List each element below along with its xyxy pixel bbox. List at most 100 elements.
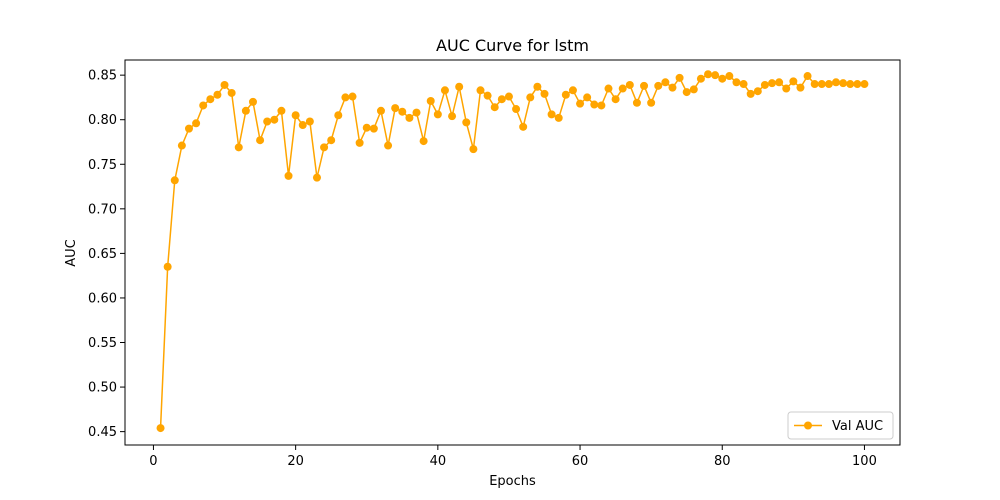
data-point (234, 143, 243, 152)
data-point (512, 105, 521, 114)
y-tick-label: 0.60 (88, 291, 117, 306)
x-tick-label: 100 (852, 454, 877, 469)
data-point (689, 85, 698, 94)
data-point (846, 80, 855, 89)
data-point (376, 106, 385, 115)
data-point (533, 82, 542, 91)
data-point (583, 93, 592, 102)
y-tick-label: 0.75 (88, 158, 117, 173)
data-point (220, 80, 229, 89)
data-point (611, 95, 620, 104)
data-point (398, 107, 407, 116)
data-point (554, 113, 563, 122)
data-point (163, 262, 172, 271)
data-point (369, 124, 378, 133)
data-point (704, 70, 713, 79)
data-point (483, 91, 492, 100)
data-point (405, 113, 414, 122)
y-tick-label: 0.70 (88, 202, 117, 217)
data-point (668, 83, 677, 92)
data-point (739, 80, 748, 89)
data-point (526, 93, 535, 102)
data-point (284, 171, 293, 180)
data-point (263, 117, 272, 126)
data-point (426, 97, 435, 105)
data-point (746, 89, 755, 98)
data-point (277, 106, 286, 115)
data-point (718, 74, 727, 83)
data-point (206, 95, 215, 104)
data-point (291, 111, 300, 120)
data-point (817, 80, 826, 89)
x-tick-label: 40 (430, 454, 447, 469)
series-line (159, 73, 865, 429)
data-point (177, 141, 186, 150)
plot-area (125, 60, 900, 445)
data-point (782, 84, 791, 93)
data-point (256, 136, 265, 145)
data-point (419, 137, 428, 146)
y-axis: 0.45 0.50 0.55 0.60 0.65 0.70 0.75 0.80 0.85 (88, 69, 125, 440)
data-point (568, 86, 577, 95)
data-point (853, 80, 862, 89)
y-tick-label: 0.85 (88, 69, 117, 84)
data-point (519, 122, 528, 131)
data-point (305, 117, 314, 126)
legend-label: Val AUC (832, 419, 883, 434)
data-point (661, 78, 670, 87)
data-point (241, 106, 250, 115)
y-tick-label: 0.65 (88, 247, 117, 262)
data-point (312, 173, 321, 182)
data-point (682, 88, 691, 97)
data-point (860, 80, 869, 89)
data-point (362, 123, 371, 132)
data-point (824, 80, 833, 89)
legend-marker (804, 421, 812, 430)
data-point (810, 80, 819, 89)
data-point (504, 92, 513, 101)
x-tick-label: 0 (149, 454, 157, 469)
data-point (775, 78, 784, 87)
data-point (334, 111, 343, 120)
y-tick-label: 0.80 (88, 113, 117, 128)
data-point (156, 424, 165, 433)
y-tick-label: 0.50 (88, 381, 117, 396)
y-tick-label: 0.45 (88, 425, 117, 440)
data-point (590, 100, 599, 109)
data-point (433, 110, 442, 119)
data-point (625, 80, 634, 89)
data-point (298, 121, 307, 130)
data-point (803, 72, 812, 81)
data-point (576, 99, 585, 108)
data-point (384, 141, 393, 150)
data-point (462, 118, 471, 127)
data-point (632, 98, 641, 107)
data-point (839, 79, 848, 88)
data-point (412, 108, 421, 117)
data-point (490, 103, 499, 112)
data-point (711, 71, 720, 80)
legend-box (787, 411, 894, 440)
data-point (832, 78, 841, 87)
data-point (561, 90, 570, 99)
data-point (348, 92, 357, 101)
data-point (547, 110, 556, 119)
data-point (725, 72, 734, 81)
data-point (391, 104, 400, 113)
data-point (647, 98, 656, 107)
data-point (640, 81, 649, 90)
series-layer (156, 70, 869, 433)
data-point (675, 73, 684, 82)
x-axis: 0 20 40 60 80 100 (149, 445, 877, 469)
data-point (696, 74, 705, 83)
x-axis-label: Epochs (489, 474, 536, 489)
data-point (199, 101, 208, 110)
data-point (753, 87, 762, 96)
data-point (192, 119, 201, 128)
y-tick-label: 0.55 (88, 336, 117, 351)
data-point (540, 89, 549, 98)
data-point (213, 90, 222, 99)
data-point (327, 136, 336, 145)
data-point (170, 176, 179, 185)
